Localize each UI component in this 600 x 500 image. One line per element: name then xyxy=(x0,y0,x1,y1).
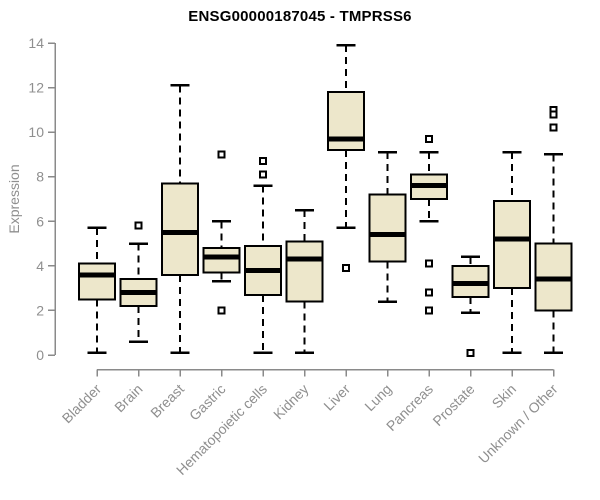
outlier-point xyxy=(425,288,433,297)
y-tick-label: 0 xyxy=(36,347,44,363)
y-tick-label: 14 xyxy=(28,35,44,51)
box-gastric xyxy=(202,247,241,274)
outlier-point xyxy=(466,348,475,357)
x-tick-label-unknown-other: Unknown / Other xyxy=(475,381,561,467)
outlier-point xyxy=(217,306,226,315)
x-tick-label-skin: Skin xyxy=(489,381,520,412)
outlier-point xyxy=(217,150,226,159)
x-tick-label-kidney: Kidney xyxy=(270,381,312,423)
outlier-point xyxy=(425,306,433,315)
chart-title: ENSG00000187045 - TMPRSS6 xyxy=(188,8,412,25)
box-lung xyxy=(368,193,407,263)
outlier-point xyxy=(549,110,558,119)
outlier-point xyxy=(425,259,433,268)
box-bladder xyxy=(78,262,116,301)
box-kidney xyxy=(285,240,324,303)
y-tick-label: 10 xyxy=(28,124,44,140)
x-tick-label-liver: Liver xyxy=(320,381,353,414)
y-tick-label: 6 xyxy=(36,213,44,229)
x-tick-label-prostate: Prostate xyxy=(429,381,477,429)
x-tick-label-brain: Brain xyxy=(111,381,145,415)
x-tick-label-bladder: Bladder xyxy=(59,381,105,427)
outlier-point xyxy=(259,170,267,179)
box-breast xyxy=(161,182,199,276)
outlier-point xyxy=(549,123,558,132)
y-tick-label: 4 xyxy=(36,258,44,274)
box-skin xyxy=(493,200,531,290)
outlier-point xyxy=(259,157,267,166)
y-tick-label: 2 xyxy=(36,302,44,318)
outlier-point xyxy=(134,221,143,230)
outlier-point xyxy=(425,134,433,143)
x-tick-label-lung: Lung xyxy=(361,381,394,414)
x-tick-label-breast: Breast xyxy=(147,381,187,421)
y-tick-label: 12 xyxy=(28,80,44,96)
y-tick-label: 8 xyxy=(36,169,44,185)
outlier-point xyxy=(342,264,350,273)
